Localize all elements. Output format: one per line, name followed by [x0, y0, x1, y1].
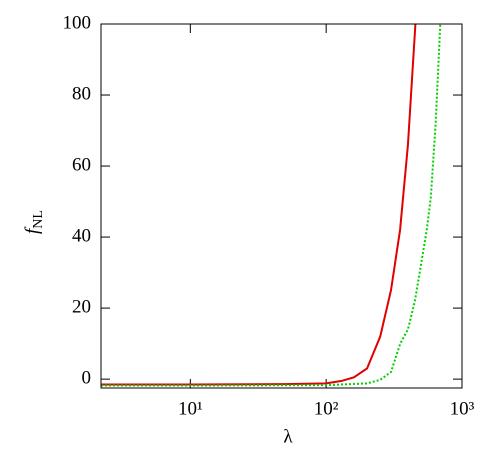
- line-series: [101, 24, 442, 387]
- x-tick-label: 10¹: [178, 398, 203, 419]
- y-tick-label: 20: [72, 296, 91, 317]
- y-axis-label: fNL: [22, 210, 46, 234]
- x-tick-label: 10³: [450, 398, 475, 419]
- plot-frame: [100, 23, 463, 389]
- y-tick-label: 0: [82, 367, 92, 388]
- line-series: [101, 24, 417, 386]
- y-label-main: f: [22, 226, 43, 234]
- y-label-sub: NL: [31, 210, 46, 229]
- y-tick-label: 100: [63, 12, 92, 33]
- x-tick-label: 10²: [314, 398, 339, 419]
- x-axis-label: λ: [283, 426, 293, 447]
- y-tick-label: 60: [72, 154, 91, 175]
- y-tick-label: 40: [72, 225, 91, 246]
- y-tick-label: 80: [72, 83, 91, 104]
- plot-lines: [101, 24, 442, 387]
